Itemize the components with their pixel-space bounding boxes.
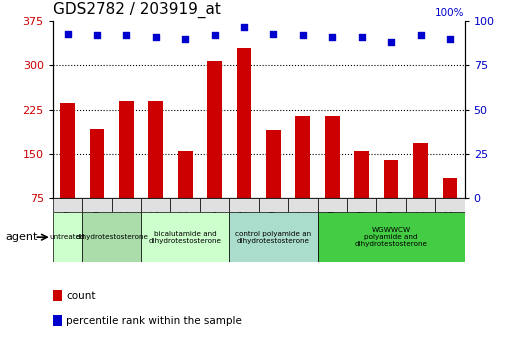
Bar <box>119 101 134 242</box>
Point <box>328 34 336 40</box>
Bar <box>90 129 105 242</box>
Bar <box>229 212 317 262</box>
Bar <box>141 212 229 262</box>
Bar <box>406 198 435 212</box>
Bar <box>266 130 281 242</box>
Point <box>387 40 395 45</box>
Bar <box>384 160 399 242</box>
Bar <box>435 198 465 212</box>
Bar <box>141 198 171 212</box>
Point <box>299 33 307 38</box>
Bar <box>60 103 75 242</box>
Text: 100%: 100% <box>435 8 465 18</box>
Point <box>240 24 248 29</box>
Bar <box>171 198 200 212</box>
Bar <box>347 198 376 212</box>
Bar <box>354 151 369 242</box>
Bar <box>376 198 406 212</box>
Bar <box>53 198 82 212</box>
Text: agent: agent <box>5 232 37 242</box>
Bar <box>148 101 163 242</box>
Bar <box>296 116 310 242</box>
Text: GDS2782 / 203919_at: GDS2782 / 203919_at <box>53 2 221 18</box>
Bar <box>259 198 288 212</box>
Bar <box>111 198 141 212</box>
Bar <box>237 48 251 242</box>
Text: dihydrotestosterone: dihydrotestosterone <box>75 234 148 240</box>
Point <box>63 31 72 36</box>
Point <box>210 33 219 38</box>
Text: control polyamide an
dihydrotestosterone: control polyamide an dihydrotestosterone <box>235 231 312 244</box>
Bar <box>200 198 229 212</box>
Point <box>152 34 160 40</box>
Bar <box>288 198 317 212</box>
Bar <box>325 116 340 242</box>
Point <box>416 33 425 38</box>
Text: bicalutamide and
dihydrotestosterone: bicalutamide and dihydrotestosterone <box>149 231 222 244</box>
Point <box>269 31 278 36</box>
Bar <box>178 151 193 242</box>
Bar <box>317 198 347 212</box>
Bar <box>53 212 82 262</box>
Bar <box>442 178 457 242</box>
Bar <box>317 212 465 262</box>
Bar <box>229 198 259 212</box>
Point <box>357 34 366 40</box>
Bar <box>413 143 428 242</box>
Text: count: count <box>66 291 96 301</box>
Text: percentile rank within the sample: percentile rank within the sample <box>66 316 242 326</box>
Text: untreated: untreated <box>50 234 86 240</box>
Bar <box>82 198 111 212</box>
Point <box>446 36 454 42</box>
Bar <box>82 212 141 262</box>
Bar <box>207 61 222 242</box>
Point <box>93 33 101 38</box>
Text: WGWWCW
polyamide and
dihydrotestosterone: WGWWCW polyamide and dihydrotestosterone <box>355 227 428 247</box>
Point <box>181 36 190 42</box>
Point <box>122 33 130 38</box>
